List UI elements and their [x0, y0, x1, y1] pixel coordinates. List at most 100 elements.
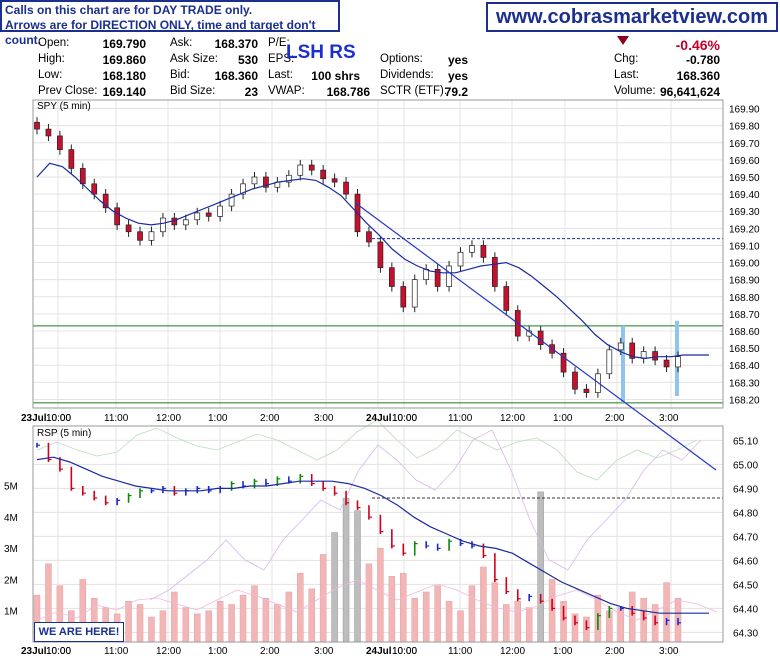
candle-body [457, 251, 464, 267]
dividends-label: Dividends: [380, 69, 434, 81]
x-tick-label-top: 10:00 [392, 413, 417, 424]
bid-size-value: 23 [244, 85, 258, 99]
site-url[interactable]: www.cobrasmarketview.com [486, 2, 778, 32]
rsp-panel-title: RSP (5 min) [37, 428, 91, 439]
x-tick-label-bottom: 12:00 [500, 646, 525, 657]
vwap-value: 168.786 [326, 85, 370, 99]
notice-line-1: Calls on this chart are for DAY TRADE on… [5, 3, 253, 17]
x-tick-label-top: 10:00 [46, 413, 71, 424]
spy-price-panel [33, 117, 723, 404]
candle-body [400, 286, 407, 308]
candle-body [366, 231, 372, 243]
volume-bar [239, 594, 247, 643]
y-tick-label: 64.80 [733, 508, 758, 519]
volume-bar [285, 591, 293, 643]
y-tick-label: 64.70 [733, 532, 758, 543]
volume-tick-label: 5M [4, 482, 18, 493]
down-arrow-icon [617, 36, 629, 45]
candle-body [34, 121, 40, 130]
volume-bar [194, 613, 201, 643]
candle-body [217, 205, 223, 217]
candle-body [285, 174, 292, 183]
candle-body [171, 217, 178, 226]
volume-bar [468, 585, 476, 643]
candle-body [652, 351, 658, 361]
volume-bar [308, 588, 315, 643]
candle-body [617, 342, 624, 351]
candle-body [125, 224, 132, 233]
volume-bar [663, 582, 670, 643]
ask-size-label: Ask Size: [170, 53, 218, 65]
x-tick-label-bottom: 10:00 [392, 646, 417, 657]
volume-bar [331, 532, 338, 643]
candle-body [537, 330, 544, 346]
volume-bar [148, 616, 155, 643]
candle-body [102, 193, 109, 209]
candle-body [583, 388, 590, 393]
candle-body [480, 245, 487, 258]
candle-body [388, 267, 395, 287]
candle-body [263, 176, 269, 188]
volume-bar [297, 572, 304, 643]
spy-panel-frame [32, 99, 724, 409]
volume-value: 96,641,624 [659, 85, 720, 99]
x-tick-label-top: 1:00 [208, 413, 228, 424]
prev-close-label: Prev Close: [38, 85, 98, 97]
candle-body [343, 181, 349, 195]
x-tick-label-top: 1:00 [553, 413, 573, 424]
y-tick-label: 169.10 [729, 241, 760, 252]
volume-bar [228, 604, 235, 643]
volume-bar [125, 601, 132, 643]
candle-body [45, 128, 52, 137]
highlight-bar [621, 325, 625, 403]
overlay-line [36, 419, 698, 481]
volume-bar [136, 604, 144, 643]
x-tick-label-top: 2:00 [260, 413, 280, 424]
y-tick-label: 169.60 [729, 156, 760, 167]
percent-change: -0.46% [675, 37, 720, 53]
volume-bar [491, 582, 499, 643]
volume-bar [319, 554, 327, 643]
volume-bar [422, 591, 430, 643]
candle-body [606, 349, 613, 375]
candle-body [297, 164, 304, 176]
x-tick-label-bottom: 12:00 [156, 646, 181, 657]
last-label: Last: [268, 69, 293, 81]
x-tick-label-top: 12:00 [500, 413, 525, 424]
y-tick-label: 168.70 [729, 310, 760, 321]
candle-body [423, 269, 430, 281]
rsp-moving-average-line [36, 456, 709, 614]
spy-moving-average-line [36, 162, 709, 360]
candle-body [377, 241, 384, 269]
candle-body [446, 265, 452, 287]
y-tick-label: 169.00 [729, 259, 760, 270]
y-tick-label: 168.40 [729, 361, 760, 372]
y-tick-label: 64.90 [733, 484, 758, 495]
y-tick-label: 169.70 [729, 139, 760, 150]
quote-header: Open: 169.790 High: 169.860 Low: 168.180… [0, 34, 780, 100]
volume-tick-label: 3M [4, 544, 18, 555]
symbol-label: LSH RS [286, 42, 356, 63]
y-tick-label: 169.50 [729, 173, 760, 184]
eps-label: EPS: [268, 53, 295, 65]
volume-bar [274, 604, 281, 643]
candle-body [114, 207, 120, 226]
volume-bar [342, 497, 350, 643]
candle-body [492, 257, 498, 287]
x-tick-label-bottom: 3:00 [314, 646, 334, 657]
volume-bar [251, 585, 258, 643]
y-tick-label: 168.50 [729, 344, 760, 355]
spy-panel-title: SPY (5 min) [37, 101, 91, 112]
x-tick-label-top: 23Jul [21, 413, 47, 424]
candle-body [572, 371, 578, 390]
y-tick-label: 169.80 [729, 122, 760, 133]
high-label: High: [38, 53, 65, 65]
volume-bar [377, 547, 384, 643]
y-tick-label: 169.40 [729, 190, 760, 201]
low-label: Low: [38, 69, 63, 81]
x-tick-label-top: 24Jul [366, 413, 392, 424]
y-tick-label: 168.30 [729, 378, 760, 389]
candle-body [629, 342, 636, 359]
volume-bar [457, 610, 464, 643]
